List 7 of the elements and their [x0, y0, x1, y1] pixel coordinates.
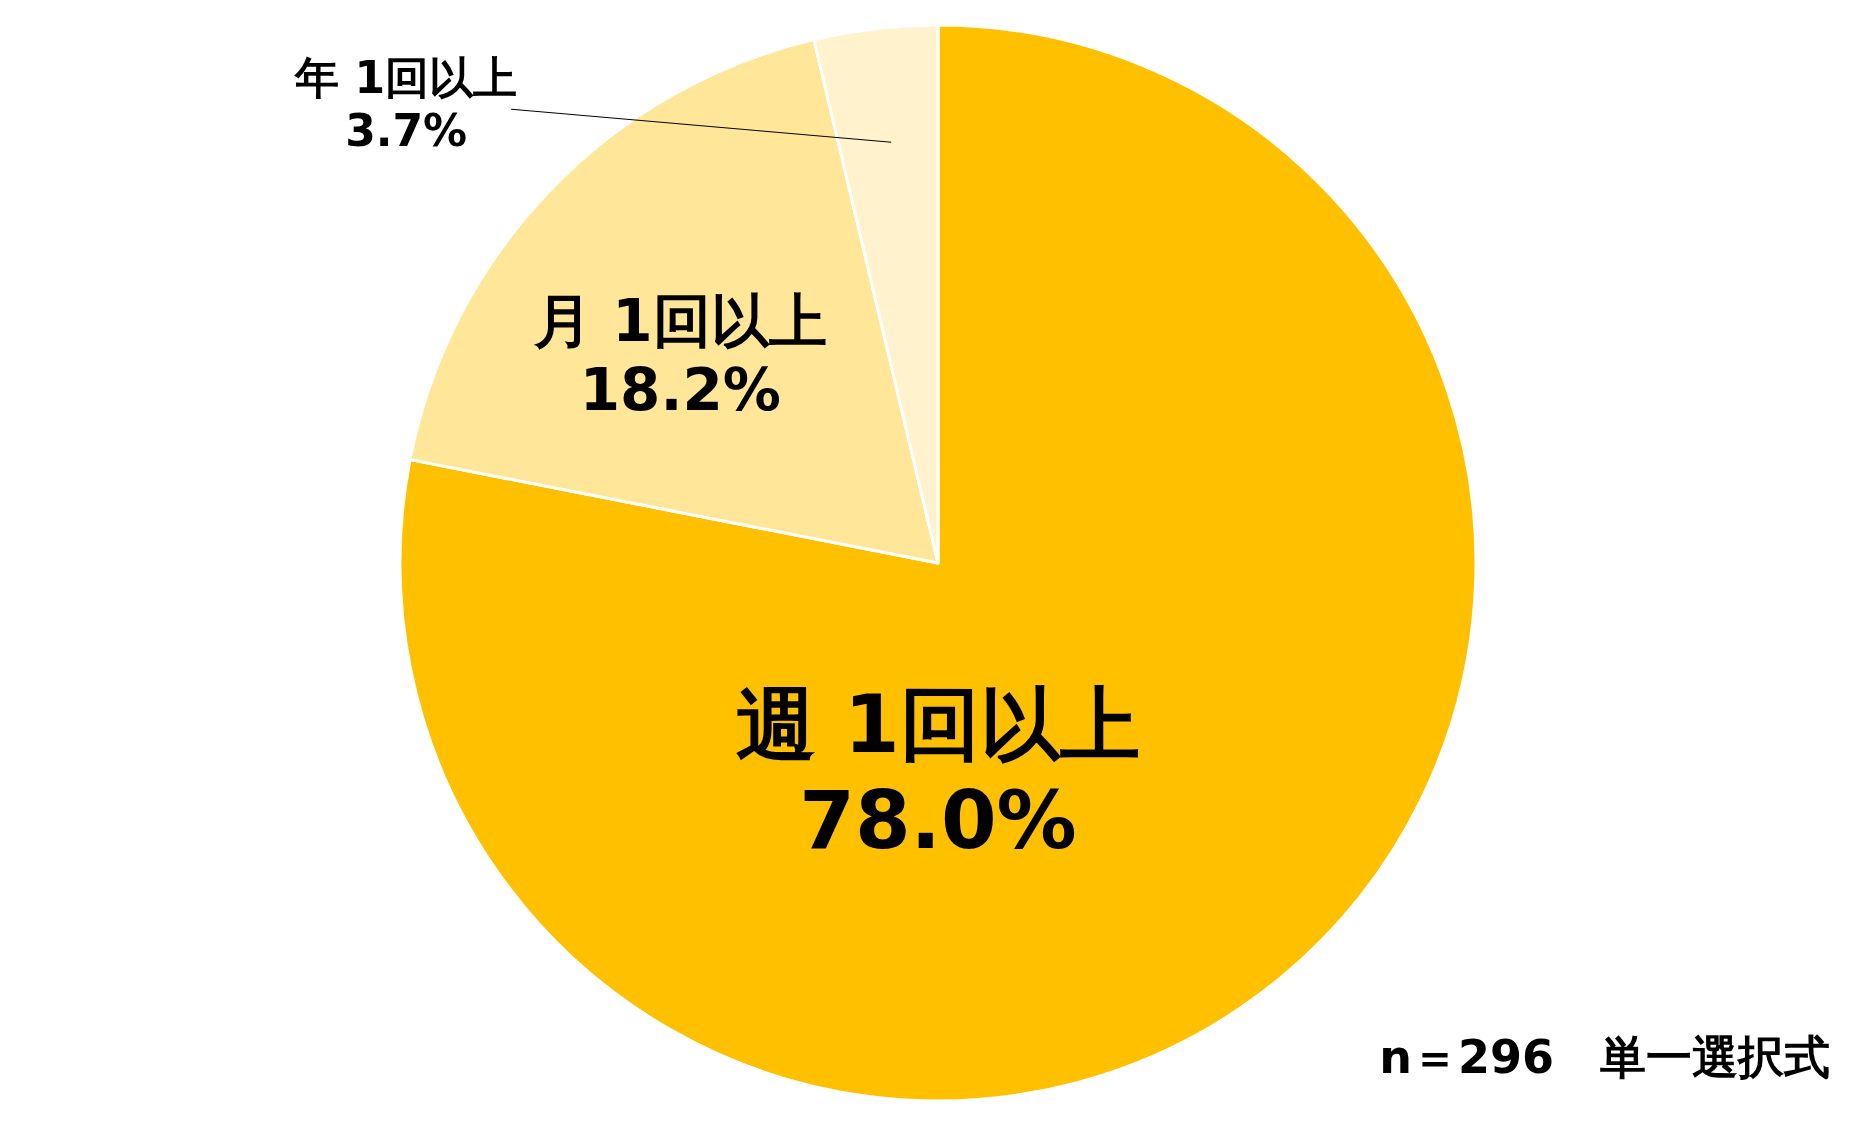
- slice-label: 年 1回以上: [294, 51, 518, 103]
- text: n＝296 単一選択式: [1379, 1029, 1830, 1084]
- slice-label: 週 1回以上: [736, 678, 1140, 772]
- data-label: 3.7%: [345, 104, 468, 156]
- data-label: 78.0%: [799, 774, 1077, 868]
- slice-label: 月 1回以上: [533, 286, 827, 355]
- data-label: 18.2%: [579, 356, 781, 425]
